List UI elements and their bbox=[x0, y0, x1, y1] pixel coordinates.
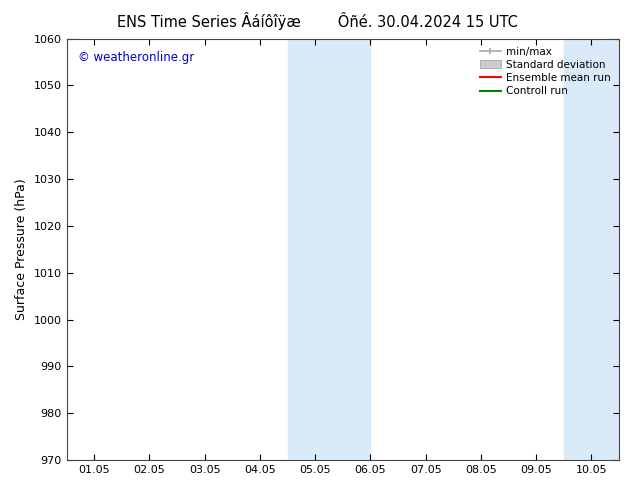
Y-axis label: Surface Pressure (hPa): Surface Pressure (hPa) bbox=[15, 178, 28, 320]
Text: © weatheronline.gr: © weatheronline.gr bbox=[77, 51, 194, 64]
Bar bbox=[288, 39, 370, 460]
Bar bbox=[564, 39, 619, 460]
Legend: min/max, Standard deviation, Ensemble mean run, Controll run: min/max, Standard deviation, Ensemble me… bbox=[477, 44, 614, 99]
Text: ENS Time Series Âáíôîÿæ        Ôñé. 30.04.2024 15 UTC: ENS Time Series Âáíôîÿæ Ôñé. 30.04.2024 … bbox=[117, 12, 517, 30]
